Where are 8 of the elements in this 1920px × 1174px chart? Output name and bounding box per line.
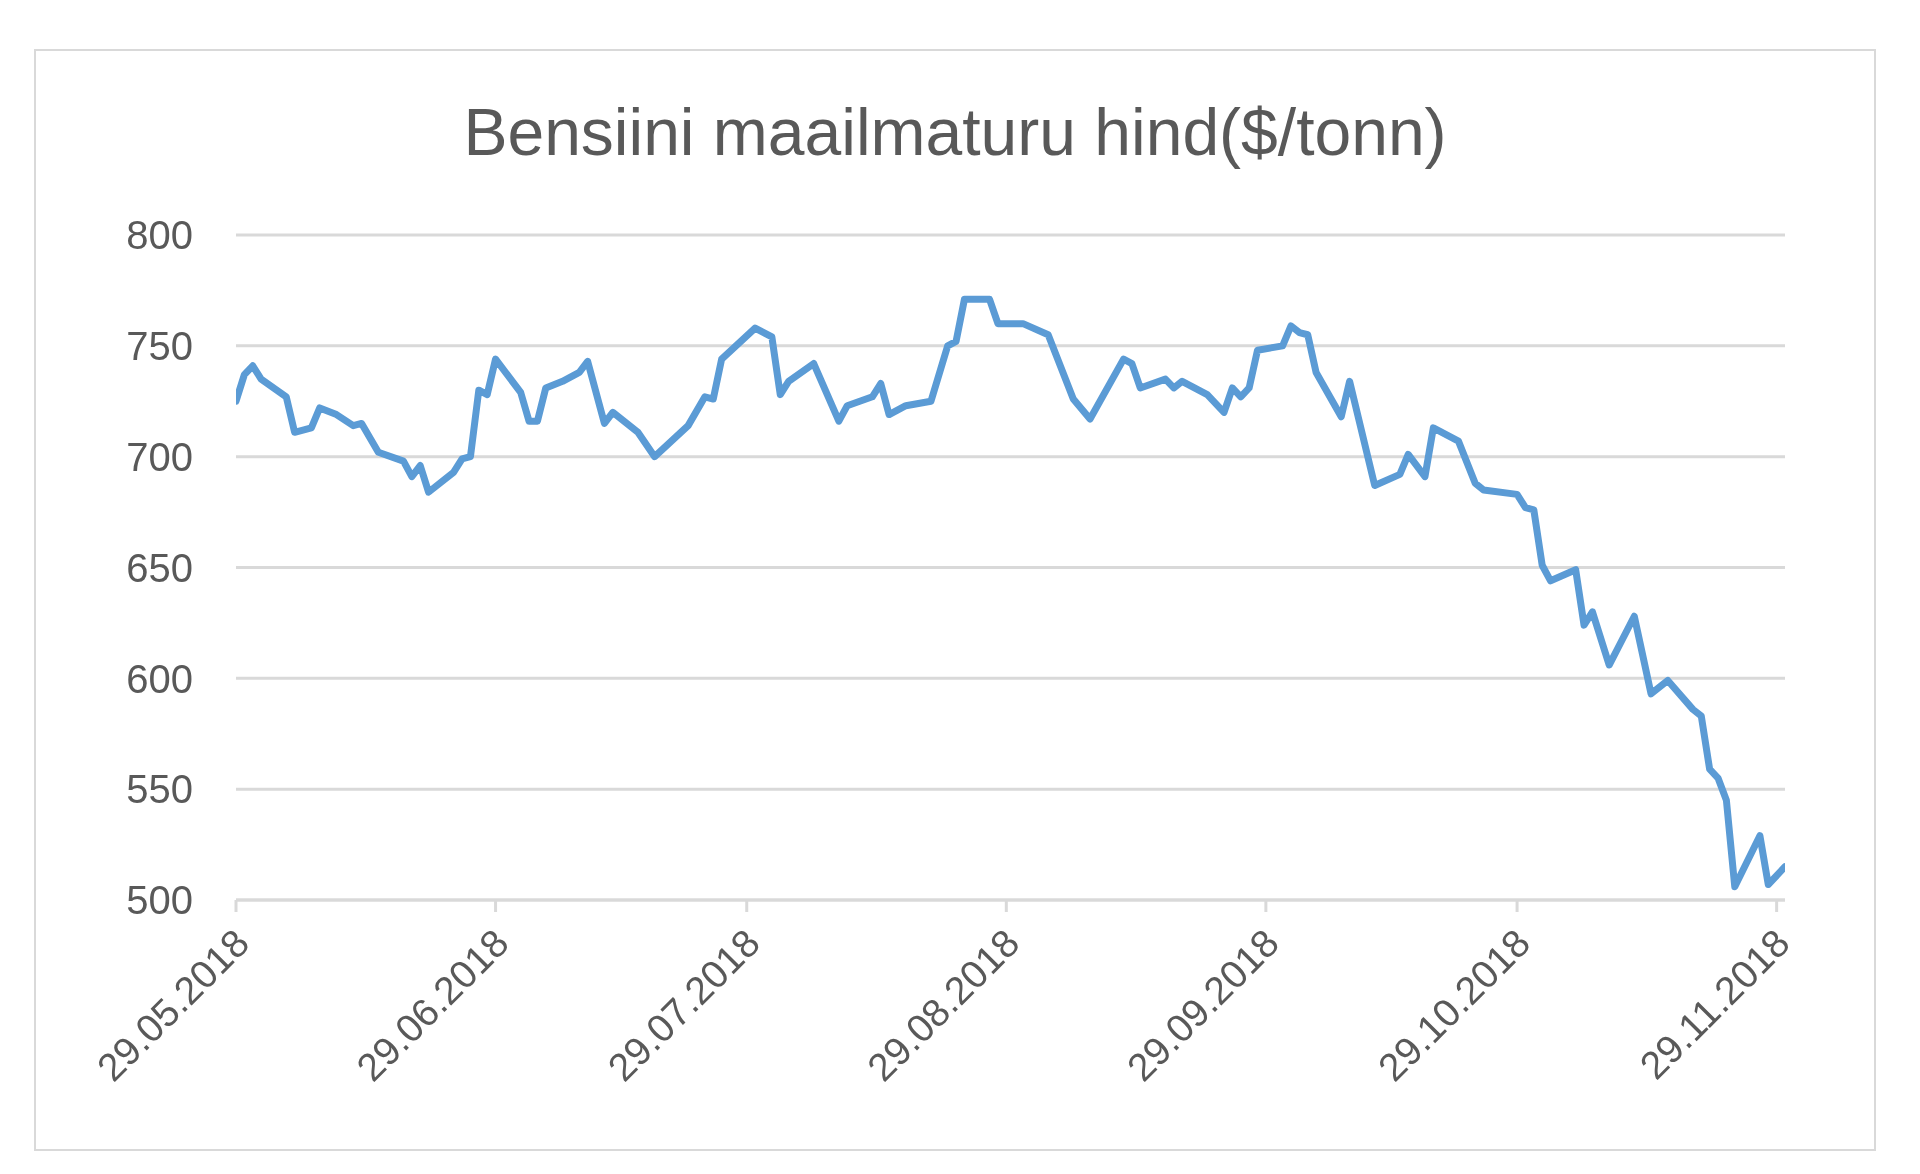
y-tick-label: 700 xyxy=(126,434,193,479)
y-tick-label: 650 xyxy=(126,545,193,590)
y-tick-label: 600 xyxy=(126,656,193,701)
y-tick-label: 500 xyxy=(126,878,193,923)
y-tick-label: 550 xyxy=(126,767,193,812)
y-tick-label: 800 xyxy=(126,213,193,258)
chart-title: Bensiini maailmaturu hind($/tonn) xyxy=(462,94,1448,171)
y-tick-label: 750 xyxy=(126,324,193,369)
